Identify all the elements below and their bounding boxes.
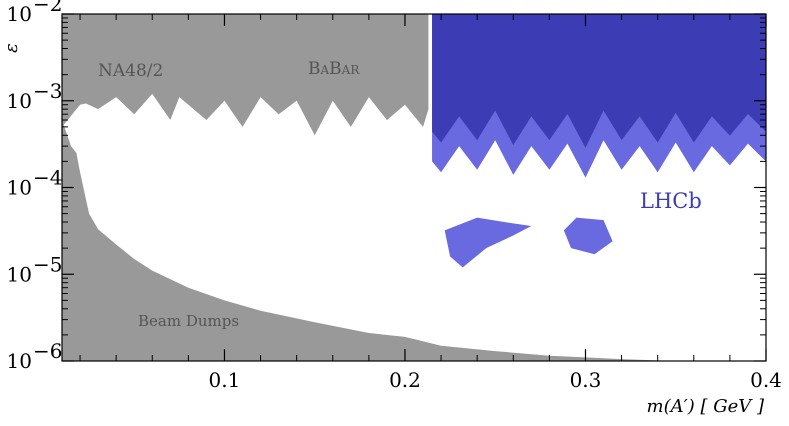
x-tick-label: 0.2 (389, 368, 421, 392)
y-axis-title: ε (1, 43, 22, 53)
series-lhcb-core (432, 14, 766, 148)
series-babar-region (80, 14, 429, 136)
y-tick-label: 10 (7, 262, 32, 286)
x-axis-title: m(A′) [ GeV ] (647, 396, 765, 417)
x-tick-label: 0.1 (209, 368, 241, 392)
y-tick-exponent: −5 (33, 252, 62, 276)
label-babar: BaBar (308, 59, 360, 79)
tick-labels: 0.1 0.2 0.3 0.410−610−510−410−310−2 (7, 0, 782, 392)
y-tick-exponent: −4 (33, 166, 62, 190)
y-tick-label: 10 (7, 349, 32, 373)
label-lhcb: LHCb (640, 189, 702, 213)
y-tick-label: 10 (7, 2, 32, 26)
y-tick-label: 10 (7, 176, 32, 200)
label-na48: NA48/2 (98, 61, 163, 81)
x-tick-label: 0.3 (570, 368, 602, 392)
y-tick-exponent: −6 (33, 339, 62, 363)
y-tick-label: 10 (7, 89, 32, 113)
y-tick-exponent: −3 (33, 79, 62, 103)
label-beam-dumps: Beam Dumps (138, 312, 239, 330)
ticks (62, 13, 767, 362)
series-beam-dumps-region (62, 119, 766, 361)
x-tick-label: 0.4 (750, 368, 782, 392)
plot-area (62, 14, 766, 361)
series-lhcb-island-1 (444, 217, 532, 268)
series-lhcb-island-2 (563, 217, 613, 255)
y-tick-exponent: −2 (33, 0, 62, 16)
